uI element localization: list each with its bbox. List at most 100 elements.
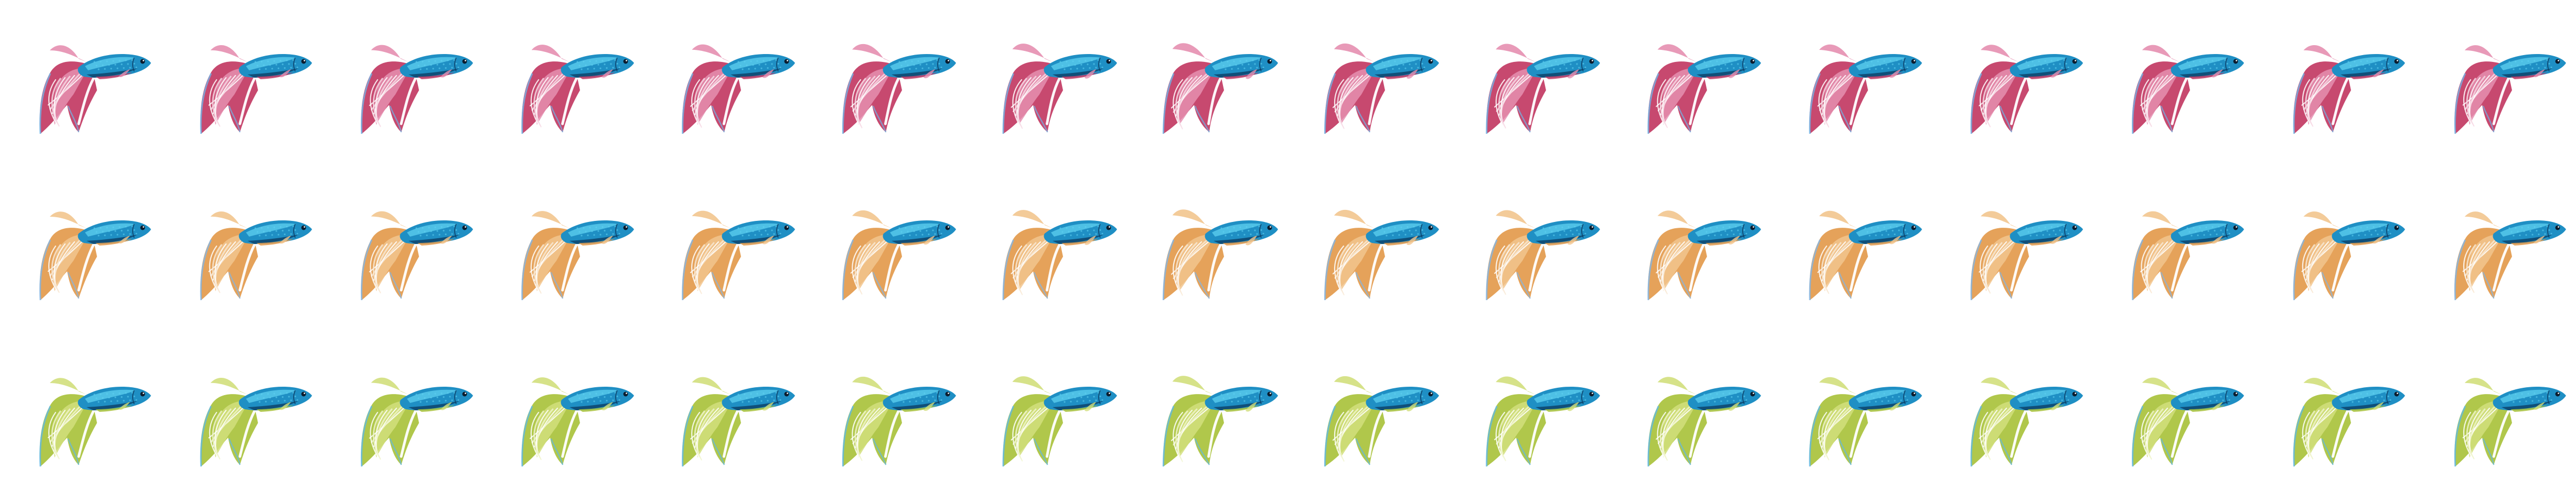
fish-eye	[301, 391, 306, 397]
betta-fish	[1162, 43, 1278, 134]
pectoral-fin	[2212, 236, 2223, 244]
betta-fish	[1647, 377, 1761, 467]
frame-canvas	[2293, 378, 2405, 467]
tail-fin	[39, 61, 97, 134]
frame-canvas	[2454, 45, 2566, 134]
pectoral-fin	[602, 402, 613, 411]
fish-eye	[2555, 225, 2560, 230]
fish-eye	[1589, 391, 1594, 397]
sprite-frame	[1771, 333, 1932, 499]
betta-fish	[2131, 377, 2244, 467]
dorsal-fin	[2464, 45, 2502, 62]
pectoral-fin	[602, 69, 613, 78]
dorsal-fin	[1172, 209, 1214, 228]
dorsal-fin	[2303, 378, 2341, 395]
betta-fish	[2293, 211, 2405, 301]
pelvic-fin	[1045, 77, 1061, 125]
pelvic-fin	[884, 77, 900, 125]
sprite-row-orange-fin-variant	[0, 166, 2576, 333]
frame-canvas	[1809, 210, 1922, 301]
sprite-frame	[2093, 333, 2254, 499]
fish-eye	[462, 225, 467, 230]
pelvic-fin	[2331, 410, 2349, 458]
pelvic-fin	[2010, 243, 2027, 292]
pectoral-fin	[1568, 236, 1579, 245]
fish-eye	[623, 59, 628, 64]
sprite-frame	[1449, 0, 1610, 166]
betta-fish	[1002, 44, 1117, 134]
dorsal-fin	[1657, 210, 1697, 228]
pectoral-fin	[1085, 69, 1096, 79]
dorsal-fin	[371, 45, 409, 62]
pelvic-fin	[238, 410, 256, 458]
betta-fish	[2293, 45, 2405, 134]
dorsal-fin	[852, 44, 892, 62]
pelvic-fin	[1528, 243, 1544, 292]
sprite-frame	[1610, 166, 1771, 333]
betta-fish	[360, 377, 473, 467]
betta-fish	[200, 45, 312, 134]
pelvic-fin	[561, 243, 578, 292]
dorsal-fin	[50, 378, 87, 395]
frame-canvas	[1647, 44, 1761, 134]
sprite-frame	[2254, 333, 2415, 499]
frame-canvas	[682, 44, 795, 134]
frame-canvas	[842, 376, 956, 467]
pectoral-fin	[119, 69, 130, 78]
betta-fish	[1486, 376, 1600, 467]
pelvic-fin	[2171, 410, 2188, 458]
frame-canvas	[2454, 378, 2566, 467]
pelvic-fin	[2331, 77, 2349, 125]
sprite-frame	[2415, 166, 2576, 333]
pectoral-fin	[280, 402, 291, 410]
frame-canvas	[1486, 44, 1600, 134]
sprite-frame	[1610, 333, 1771, 499]
frame-canvas	[200, 211, 312, 301]
dorsal-fin	[1172, 376, 1214, 395]
dorsal-fin	[371, 211, 409, 228]
pectoral-fin	[2534, 236, 2545, 244]
sprite-frame	[0, 333, 161, 499]
sprite-row-red-fin-variant	[0, 0, 2576, 166]
pelvic-fin	[238, 77, 256, 125]
betta-fish	[1970, 377, 2083, 467]
pelvic-fin	[1368, 243, 1383, 292]
sprite-frame	[1771, 166, 1932, 333]
betta-fish	[1486, 210, 1600, 301]
sprite-frame	[2254, 0, 2415, 166]
pelvic-fin	[722, 77, 739, 125]
dorsal-fin	[2142, 45, 2180, 62]
dorsal-fin	[50, 45, 87, 62]
fish-eye	[1267, 225, 1272, 230]
pelvic-fin	[2492, 243, 2510, 292]
tail-fin	[39, 228, 97, 301]
tail-fin	[2454, 61, 2512, 134]
sprite-frame	[1288, 0, 1449, 166]
pelvic-fin	[400, 243, 417, 292]
tail-fin	[360, 228, 419, 301]
betta-fish	[1486, 44, 1600, 134]
tail-fin	[2293, 394, 2351, 467]
fish-eye	[1428, 225, 1433, 230]
pectoral-fin	[2051, 402, 2062, 410]
betta-fish	[1970, 45, 2083, 134]
sprite-frame	[966, 333, 1127, 499]
sprite-frame	[1771, 0, 1932, 166]
betta-fish	[1162, 209, 1278, 301]
frame-canvas	[2293, 211, 2405, 301]
pelvic-fin	[2010, 77, 2027, 125]
tail-fin	[521, 228, 580, 301]
fish-eye	[1589, 225, 1594, 230]
betta-fish	[39, 45, 151, 134]
frame-canvas	[1486, 376, 1600, 467]
fish-eye	[2072, 225, 2077, 230]
fish-eye	[1428, 391, 1433, 397]
dorsal-fin	[1334, 43, 1375, 62]
frame-canvas	[2454, 211, 2566, 301]
pectoral-fin	[2373, 69, 2384, 78]
frame-canvas	[682, 210, 795, 301]
dorsal-fin	[210, 378, 248, 395]
fish-eye	[945, 225, 950, 230]
dorsal-fin	[1819, 44, 1858, 62]
pectoral-fin	[1729, 402, 1740, 411]
